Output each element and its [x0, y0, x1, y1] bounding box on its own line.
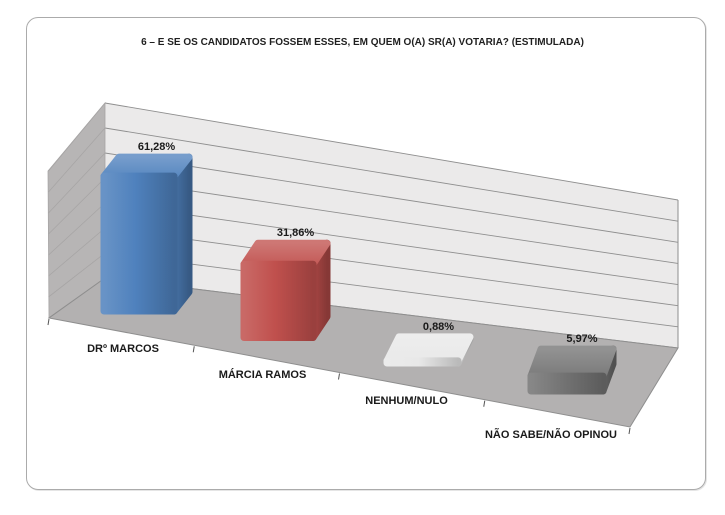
side-wall-gridline: [48, 252, 106, 298]
bar-nao-sabe-nao-opinou: 5,97% NÃO SABE/NÃO OPINOU: [485, 333, 617, 441]
side-wall-gridline: [48, 127, 106, 193]
value-label: 0,88%: [423, 321, 454, 333]
side-wall-gridline: [48, 152, 106, 214]
bar-dr-marcos: 61,28% DRº MARCOS: [87, 141, 193, 355]
side-wall-gridline: [48, 102, 106, 172]
category-label: DRº MARCOS: [87, 343, 159, 355]
bar-marcia-ramos: 31,86% MÁRCIA RAMOS: [219, 227, 331, 381]
axis-tick: [483, 400, 486, 407]
wall-gridline: [104, 152, 679, 243]
bar-top-face: [527, 345, 617, 380]
bar-front-face: [383, 357, 462, 367]
axis-tick: [47, 318, 50, 326]
axis-tick: [628, 427, 631, 435]
category-label: NÃO SABE/NÃO OPINOU: [485, 428, 617, 441]
floor: [47, 277, 679, 428]
wall-gridline: [104, 227, 679, 307]
value-label: 61,28%: [138, 141, 176, 153]
side-wall-gridline: [48, 202, 106, 256]
axis-tick: [338, 373, 340, 380]
wall-gridline: [104, 102, 679, 201]
wall-gridline: [104, 177, 679, 264]
bar-front-face: [527, 372, 607, 395]
value-label: 5,97%: [566, 333, 597, 345]
bar-front-face: [100, 172, 178, 315]
side-wall-gridline: [48, 227, 106, 277]
wall-gridline: [104, 127, 679, 222]
bar-top-face: [383, 333, 474, 365]
bar-nenhum-nulo: 0,88% NENHUM/NULO: [365, 321, 474, 407]
wall-gridline: [104, 252, 679, 328]
chart-title: 6 – E SE OS CANDIDATOS FOSSEM ESSES, EM …: [141, 37, 584, 48]
category-label: MÁRCIA RAMOS: [219, 368, 307, 381]
bar-front-face: [240, 260, 317, 341]
side-wall-gridline: [48, 177, 106, 235]
axis-tick: [192, 346, 195, 353]
value-label: 31,86%: [277, 227, 315, 239]
category-label: NENHUM/NULO: [365, 395, 448, 407]
wall-gridline: [104, 202, 679, 286]
